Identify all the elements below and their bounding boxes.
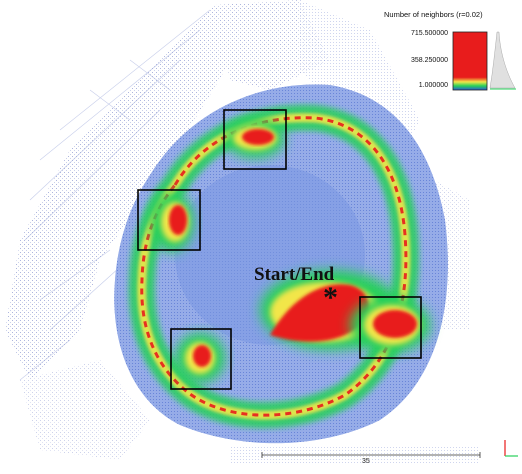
highlight-box-bottom-left — [170, 328, 232, 390]
highlight-box-top — [223, 109, 287, 170]
scale-bar — [261, 452, 481, 458]
legend-title: Number of neighbors (r=0.02) — [384, 10, 483, 19]
highlight-box-right — [359, 296, 422, 359]
highlight-boxes — [137, 109, 422, 390]
legend-mid-value: 358.250000 — [411, 57, 448, 64]
scale-bar-label: 35 — [362, 458, 370, 465]
legend-min-value: 1.000000 — [418, 82, 448, 89]
axis-gizmo — [504, 440, 518, 457]
start-end-label: Start/End — [254, 264, 335, 285]
density-ring — [128, 104, 419, 429]
legend-colorbar — [452, 31, 516, 91]
legend-max-value: 715.500000 — [411, 30, 448, 37]
sparse-surroundings — [5, 0, 480, 463]
highlight-box-left — [137, 189, 201, 251]
start-end-marker: * — [323, 281, 338, 314]
density-hotspots — [150, 118, 430, 383]
